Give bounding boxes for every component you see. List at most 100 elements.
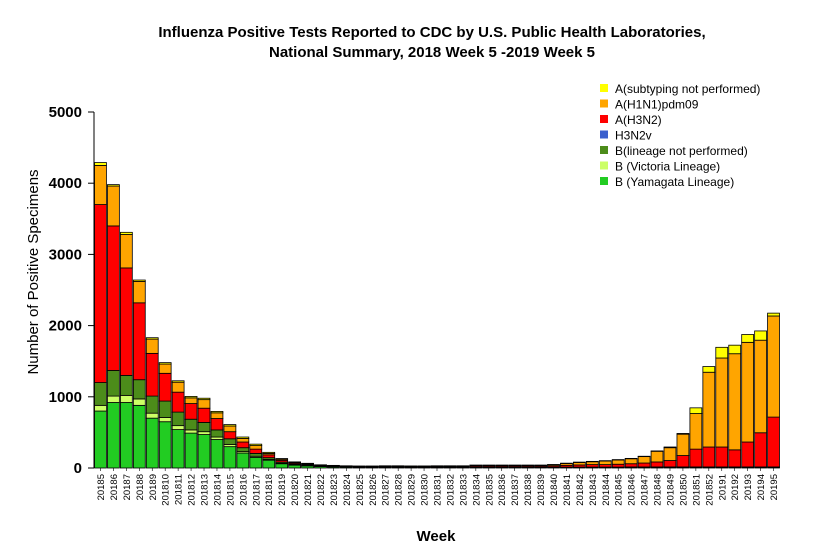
x-tick-label: 201814 — [212, 474, 223, 506]
bar-segment — [197, 407, 211, 423]
x-tick-label: 201839 — [536, 474, 547, 506]
x-tick-label: 20193 — [743, 474, 754, 500]
bar-segment — [158, 417, 172, 423]
bar-segment — [663, 447, 677, 461]
x-axis: 20185 20186 20187 20188 20189 201810 201811 201… — [96, 468, 780, 506]
y-axis: 0 1000 2000 3000 4000 5000 — [49, 104, 95, 477]
bar-segment — [184, 397, 198, 404]
bar-segment — [120, 394, 133, 403]
x-tick-label: 20192 — [730, 474, 741, 500]
legend-label: A(subtyping not performed) — [615, 82, 760, 96]
bar-segment — [236, 438, 250, 443]
x-tick-label: 201851 — [691, 474, 702, 506]
x-tick-label: 201840 — [549, 474, 560, 506]
legend-swatch — [600, 115, 608, 123]
bar-segment — [94, 162, 107, 166]
x-tick-label: 201850 — [678, 474, 689, 506]
x-tick-label: 201847 — [640, 474, 651, 506]
bar-segment — [223, 425, 237, 433]
x-tick-label: 201833 — [458, 474, 469, 506]
x-axis-label: Week — [417, 528, 457, 545]
y-tick-label: 5000 — [49, 104, 82, 121]
bar-segment — [754, 330, 767, 341]
bar-segment — [132, 302, 146, 381]
bar-segment — [236, 447, 250, 453]
x-tick-label: 201822 — [316, 474, 327, 506]
bar-segment — [184, 396, 198, 399]
bar-segment — [223, 438, 237, 445]
bar-segment — [107, 395, 120, 403]
bar-segment — [107, 225, 120, 371]
x-tick-label: 201844 — [601, 474, 612, 506]
bar-segment — [715, 446, 729, 468]
bar-segment — [767, 312, 780, 317]
x-tick-label: 201810 — [161, 474, 172, 506]
bar-segment — [598, 460, 612, 465]
legend-label: H3N2v — [615, 129, 652, 143]
bar-segment — [223, 424, 237, 427]
bar-segment — [210, 412, 224, 419]
bar-segment — [676, 455, 690, 468]
bar-segment — [145, 352, 159, 397]
bar-segment — [702, 446, 716, 468]
bar-segment — [650, 461, 664, 468]
chart-title: Influenza Positive Tests Reported to CDC… — [158, 24, 705, 41]
bar-segment — [249, 452, 263, 457]
x-tick-label: 201813 — [200, 474, 211, 506]
bar-segment — [689, 413, 703, 450]
chart-subtitle: National Summary, 2018 Week 5 -2019 Week… — [269, 44, 595, 61]
bar-segment — [197, 422, 211, 433]
x-tick-label: 20186 — [109, 474, 120, 500]
bar-segment — [754, 432, 767, 468]
x-tick-label: 201815 — [225, 474, 236, 506]
x-tick-label: 201820 — [290, 474, 301, 506]
x-tick-label: 20185 — [96, 474, 107, 500]
bar-segment — [210, 439, 224, 469]
y-axis-label: Number of Positive Specimens — [25, 169, 42, 374]
bar-segment — [288, 464, 301, 469]
bar-segment — [184, 432, 198, 469]
bar-segment — [702, 366, 716, 373]
bar-segment — [262, 459, 276, 469]
y-tick-label: 0 — [74, 460, 82, 477]
x-tick-label: 201827 — [381, 474, 392, 506]
bar-segment — [663, 446, 677, 449]
bar-segment — [249, 448, 263, 454]
x-tick-label: 201812 — [187, 474, 198, 506]
y-tick-label: 2000 — [49, 318, 82, 335]
bar-segment — [767, 315, 780, 418]
x-tick-label: 201843 — [588, 474, 599, 506]
x-tick-label: 201846 — [627, 474, 638, 506]
bar-segment — [676, 433, 690, 456]
y-tick-label: 3000 — [49, 246, 82, 263]
bar-segment — [767, 416, 780, 468]
bar-segment — [94, 382, 107, 406]
bar-segment — [145, 417, 159, 469]
x-tick-label: 201823 — [329, 474, 340, 506]
bar-segment — [120, 234, 133, 269]
x-tick-label: 201834 — [471, 474, 482, 506]
bar-segment — [132, 279, 146, 282]
bar-segment — [728, 344, 742, 355]
x-tick-label: 201828 — [394, 474, 405, 506]
bar-segment — [249, 456, 263, 469]
x-tick-label: 201841 — [562, 474, 573, 506]
bar-segment — [184, 429, 198, 434]
bar-segment — [145, 337, 159, 340]
legend: A(subtyping not performed) A(H1N1)pdm09A(… — [600, 82, 760, 189]
bar-segment — [236, 436, 250, 439]
bar-segment — [728, 353, 742, 451]
x-tick-label: 201848 — [653, 474, 664, 506]
bar-segment — [624, 458, 638, 465]
x-tick-label: 201845 — [614, 474, 625, 506]
bar-segment — [611, 463, 625, 468]
bar-segment — [741, 341, 755, 443]
bar-segment — [223, 446, 237, 469]
bar-segment — [689, 448, 703, 468]
bar-segment — [624, 463, 638, 468]
bar-segment — [158, 421, 172, 469]
bar-segment — [107, 184, 120, 187]
x-tick-label: 201811 — [174, 474, 185, 505]
bar-segment — [120, 402, 133, 469]
